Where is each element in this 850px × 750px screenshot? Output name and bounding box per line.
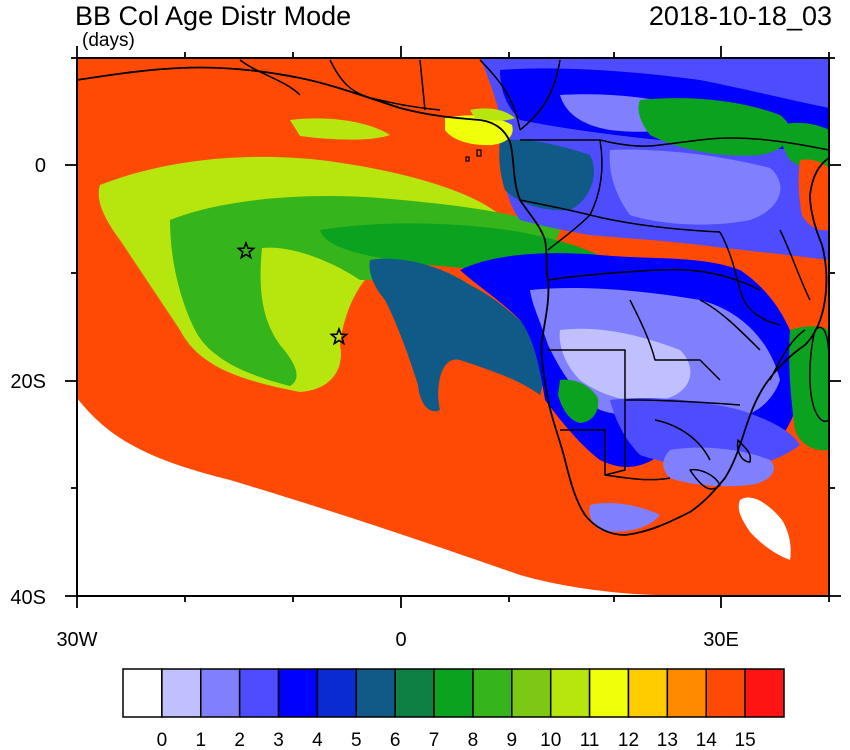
colorbar-label: 3 bbox=[273, 730, 284, 750]
island-saotome bbox=[465, 156, 470, 162]
field-orange-east bbox=[798, 159, 829, 231]
colorbar-label: 0 bbox=[157, 730, 168, 750]
field-mediumblue-se bbox=[610, 398, 800, 470]
island-bioko bbox=[476, 149, 482, 157]
colorbar-swatch bbox=[705, 668, 746, 718]
axis-ticks bbox=[65, 46, 841, 608]
coastlines bbox=[77, 66, 829, 536]
colorbar-label: 15 bbox=[735, 730, 756, 750]
x-label-0: 0 bbox=[395, 629, 406, 651]
colorbar-swatch bbox=[277, 668, 319, 718]
colorbar-swatch bbox=[433, 668, 474, 718]
field-teal bbox=[369, 258, 544, 412]
field-white-se bbox=[738, 497, 791, 560]
star-marker-2 bbox=[329, 326, 349, 346]
colorbar-label: 7 bbox=[429, 730, 440, 750]
colorbar-label: 14 bbox=[696, 730, 718, 750]
timestamp-label: 2018-10-18_03 bbox=[648, 1, 832, 31]
field-green-ne bbox=[779, 122, 829, 171]
colorbar-swatch bbox=[200, 668, 241, 718]
field-lightblue-se bbox=[663, 447, 774, 487]
madagascar-outline bbox=[809, 326, 829, 422]
colorbar-label: 13 bbox=[657, 730, 678, 750]
field-green-namibia bbox=[558, 379, 599, 423]
colorbar: 0 1 2 3 4 5 6 7 8 9 10 11 12 13 14 15 bbox=[122, 668, 785, 750]
colorbar-swatch bbox=[744, 668, 785, 718]
colorbar-swatch bbox=[122, 668, 163, 718]
colorbar-swatch bbox=[238, 668, 280, 718]
colorbar-swatch bbox=[355, 668, 396, 718]
colorbar-label: 9 bbox=[507, 730, 518, 750]
y-label-20s: 20S bbox=[10, 371, 46, 393]
field-yellowgreen-streak bbox=[290, 118, 390, 140]
y-label-40s: 40S bbox=[10, 587, 46, 609]
colorbar-swatch bbox=[472, 668, 513, 718]
colorbar-swatch bbox=[627, 668, 669, 718]
field-green-north bbox=[638, 98, 791, 156]
star-marker-1 bbox=[236, 240, 256, 260]
colorbar-swatch bbox=[316, 668, 358, 718]
plot-frame bbox=[76, 57, 830, 597]
y-label-0: 0 bbox=[35, 155, 46, 177]
colorbar-label: 11 bbox=[580, 730, 600, 750]
colorbar-label: 6 bbox=[390, 730, 401, 750]
colorbar-swatch bbox=[394, 668, 435, 718]
field-lightblue-cape bbox=[589, 503, 660, 532]
colorbar-label: 5 bbox=[351, 730, 362, 750]
field-green-east bbox=[789, 326, 829, 451]
colorbar-swatch bbox=[588, 668, 630, 718]
units-label: (days) bbox=[82, 30, 135, 51]
colorbar-label: 1 bbox=[195, 730, 206, 750]
colorbar-swatch bbox=[511, 668, 552, 718]
field-yellowgreen-gulf bbox=[470, 108, 515, 121]
colorbar-swatch bbox=[549, 668, 591, 718]
colorbar-label: 10 bbox=[540, 730, 561, 750]
field-lightblue-central bbox=[609, 149, 781, 225]
x-label-30e: 30E bbox=[703, 629, 739, 651]
colorbar-swatch bbox=[666, 668, 707, 718]
marker-group bbox=[236, 240, 349, 346]
colorbar-label: 4 bbox=[312, 730, 323, 750]
colorbar-label: 8 bbox=[468, 730, 479, 750]
map-title: BB Col Age Distr Mode bbox=[75, 1, 352, 31]
colorbar-swatch bbox=[161, 668, 202, 718]
field-yellow-gulf bbox=[445, 115, 513, 146]
colorbar-label: 2 bbox=[234, 730, 245, 750]
colorbar-label: 12 bbox=[618, 730, 639, 750]
field-white-sw bbox=[77, 398, 700, 596]
country-borders bbox=[239, 59, 829, 490]
field-teal-coast bbox=[499, 139, 594, 211]
map-field bbox=[77, 58, 829, 596]
x-label-30w: 30W bbox=[56, 629, 97, 651]
